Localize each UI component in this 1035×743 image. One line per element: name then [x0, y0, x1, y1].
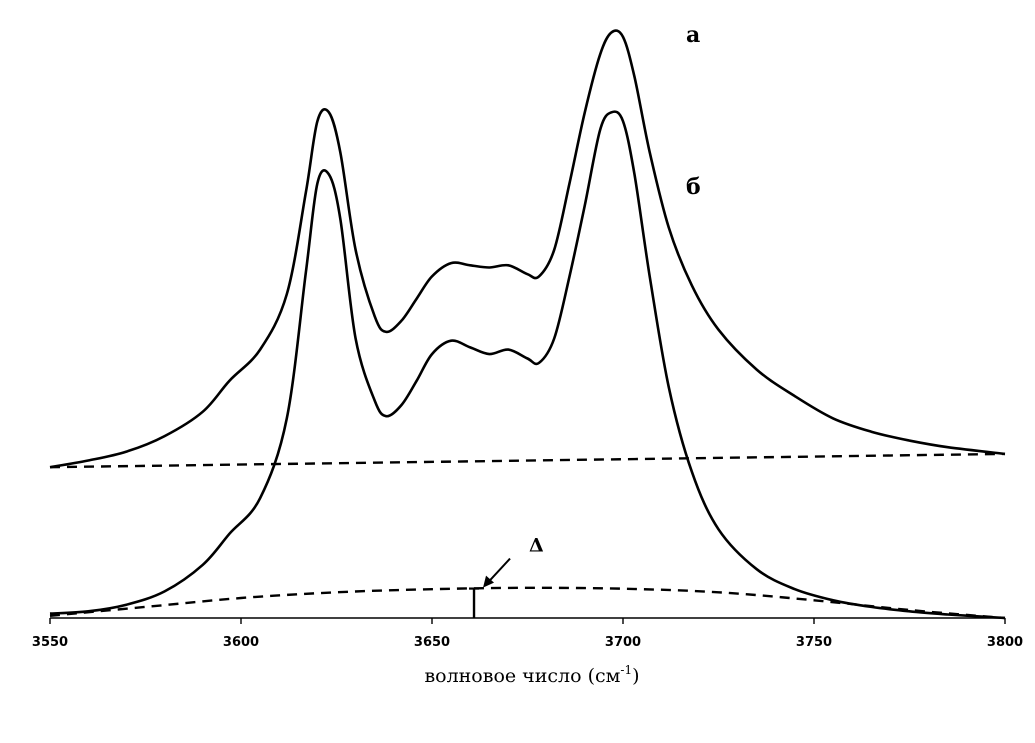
x-tick-label: 3600 [223, 635, 259, 650]
baseline-3 [49, 586, 1006, 620]
x-axis: 3550 3600 3650 3700 3750 3800 [32, 617, 1023, 650]
baseline-1 [49, 452, 1006, 469]
spectrum-curve-2 [49, 110, 1006, 620]
x-tick-label: 3750 [796, 635, 832, 650]
spectrum-curve-0 [49, 29, 1006, 469]
curve-label-a: а [686, 22, 700, 48]
x-tick-label: 3700 [605, 635, 641, 650]
x-tick-label: 3650 [414, 635, 450, 650]
x-tick-label: 3550 [32, 635, 68, 650]
delta-label: Δ [529, 535, 544, 557]
delta-arrow-head [483, 575, 495, 588]
x-axis-label: волновое число (см-1) [424, 663, 639, 687]
x-tick-label: 3800 [987, 635, 1023, 650]
series-layer [49, 29, 1006, 620]
label-layer: а б Δ [469, 22, 701, 618]
curve-label-b: б [686, 174, 701, 200]
